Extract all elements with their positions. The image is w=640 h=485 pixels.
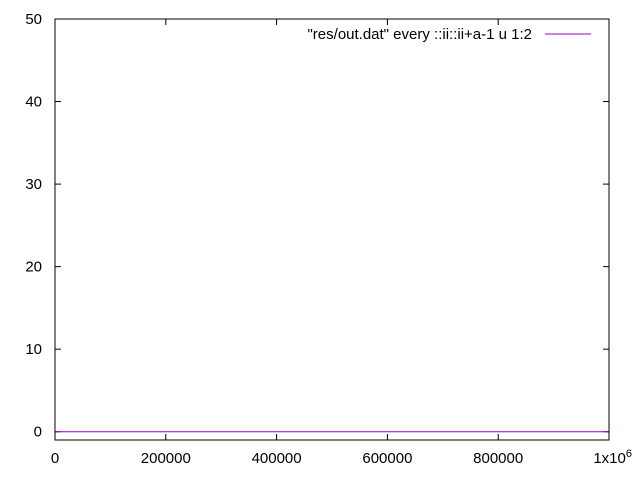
y-tick-label: 30 — [25, 176, 42, 193]
y-tick-label: 20 — [25, 259, 42, 276]
labels-layer: 0 10 20 30 40 50 0 200000 400000 600000 800000 — [25, 11, 523, 467]
y-tick-label: 40 — [25, 94, 42, 111]
legend: "res/out.dat" every ::ii::ii+a-1 u 1:2 — [307, 26, 591, 43]
x-tick-label: 400000 — [252, 450, 302, 467]
x-tick-label: 200000 — [141, 450, 191, 467]
plot-frame — [54, 18, 610, 441]
ticks-layer — [54, 18, 610, 440]
y-tick-label: 50 — [25, 11, 42, 28]
y-tick-label: 0 — [34, 424, 42, 441]
x-tick-label: 0 — [51, 450, 59, 467]
x-tick-label: 800000 — [473, 450, 523, 467]
x-tick-label: 600000 — [362, 450, 412, 467]
x-exponent-power: 6 — [626, 448, 632, 460]
legend-entry-label: "res/out.dat" every ::ii::ii+a-1 u 1:2 — [307, 26, 532, 43]
y-tick-label: 10 — [25, 341, 42, 358]
x-exponent-base: 1x10 — [593, 450, 626, 467]
x-axis-exponent-label: 1x106 — [593, 448, 632, 467]
